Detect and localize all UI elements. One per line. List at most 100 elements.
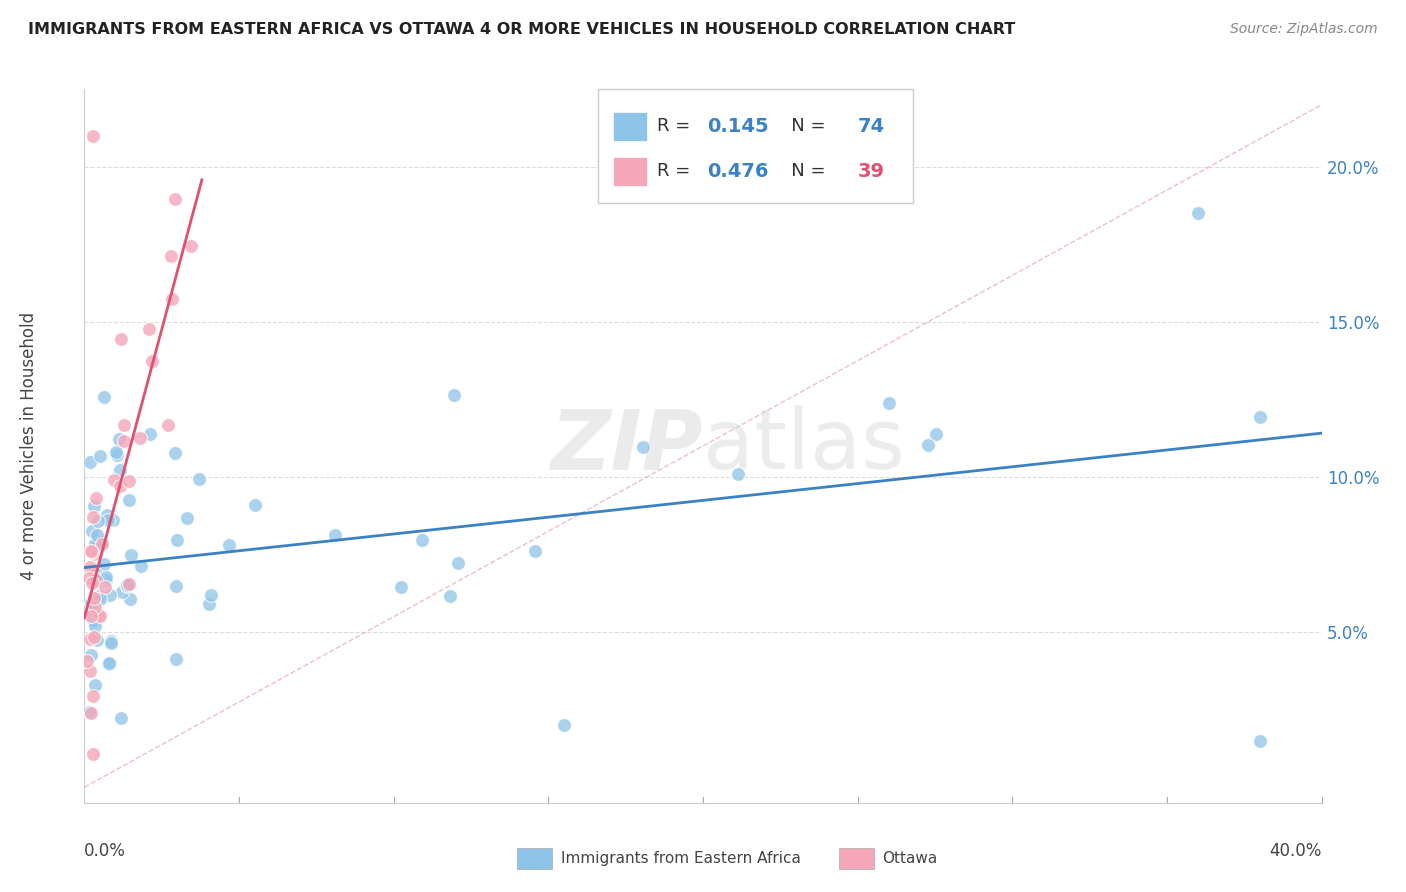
Point <box>118 474 141 488</box>
FancyBboxPatch shape <box>517 847 553 869</box>
Point <box>100 633 122 648</box>
Point <box>89 592 111 607</box>
Point <box>112 417 135 432</box>
Point <box>96 508 118 522</box>
Point <box>1249 410 1271 425</box>
Point <box>86 541 108 555</box>
Text: ZIP: ZIP <box>550 406 703 486</box>
Point <box>83 631 105 645</box>
Point <box>80 524 103 539</box>
Point <box>157 417 180 432</box>
Point <box>323 527 346 541</box>
Point <box>83 591 105 605</box>
Point <box>245 498 267 512</box>
Point <box>110 333 132 347</box>
Point <box>79 455 101 469</box>
Point <box>523 544 546 558</box>
FancyBboxPatch shape <box>839 847 873 869</box>
Point <box>631 440 654 454</box>
Text: N =: N = <box>773 162 831 180</box>
Point <box>447 556 470 570</box>
Point <box>79 559 101 574</box>
Text: Immigrants from Eastern Africa: Immigrants from Eastern Africa <box>561 851 800 866</box>
Text: 0.145: 0.145 <box>707 117 768 136</box>
Point <box>93 580 115 594</box>
Point <box>188 472 211 486</box>
Point <box>97 513 120 527</box>
Point <box>115 578 138 592</box>
Point <box>89 450 111 464</box>
Point <box>98 657 121 672</box>
Text: Source: ZipAtlas.com: Source: ZipAtlas.com <box>1230 22 1378 37</box>
Point <box>165 446 187 460</box>
Point <box>129 559 152 574</box>
Point <box>84 678 107 692</box>
Text: R =: R = <box>657 118 696 136</box>
Point <box>138 322 160 336</box>
Point <box>141 354 163 368</box>
Point <box>84 599 107 614</box>
Text: Ottawa: Ottawa <box>883 851 938 866</box>
Point <box>166 533 188 548</box>
Point <box>112 434 135 449</box>
Text: 39: 39 <box>858 161 884 181</box>
Point <box>94 569 117 583</box>
Point <box>98 657 121 671</box>
Point <box>411 533 433 547</box>
Point <box>76 654 98 668</box>
Point <box>879 396 901 410</box>
Point <box>84 573 107 587</box>
Point <box>166 579 188 593</box>
Point <box>107 432 129 446</box>
Point <box>86 633 108 648</box>
Point <box>111 585 134 599</box>
Point <box>1249 733 1271 747</box>
Point <box>162 292 184 306</box>
Point <box>79 664 101 678</box>
Point <box>925 427 948 442</box>
Point <box>82 603 104 617</box>
Point <box>79 706 101 721</box>
Point <box>128 431 150 445</box>
Point <box>80 575 103 590</box>
Point <box>87 589 110 603</box>
Point <box>77 570 100 584</box>
Point <box>77 705 100 719</box>
Text: 40.0%: 40.0% <box>1270 842 1322 860</box>
Point <box>117 577 139 591</box>
Text: atlas: atlas <box>703 406 904 486</box>
FancyBboxPatch shape <box>613 112 647 141</box>
Text: 0.0%: 0.0% <box>84 842 127 860</box>
Point <box>103 473 125 487</box>
Point <box>89 608 111 623</box>
Point <box>86 528 108 542</box>
Point <box>90 537 112 551</box>
Text: 74: 74 <box>858 117 884 136</box>
Point <box>79 609 101 624</box>
Point <box>82 128 104 143</box>
Point <box>84 537 107 551</box>
Point <box>82 510 104 524</box>
Point <box>100 636 122 650</box>
Point <box>87 607 110 622</box>
FancyBboxPatch shape <box>598 89 914 203</box>
Text: 0.476: 0.476 <box>707 161 768 181</box>
Point <box>200 588 222 602</box>
Point <box>79 648 101 663</box>
FancyBboxPatch shape <box>613 157 647 186</box>
Point <box>86 533 108 548</box>
Point <box>83 499 105 513</box>
Point <box>93 390 115 404</box>
Point <box>108 479 131 493</box>
Point <box>439 590 461 604</box>
Point <box>1187 206 1209 220</box>
Point <box>84 491 107 505</box>
Point <box>87 514 110 528</box>
Point <box>176 511 198 525</box>
Point <box>82 747 104 762</box>
Point <box>84 567 107 582</box>
Point <box>90 535 112 549</box>
Point <box>165 652 187 666</box>
Point <box>118 592 141 607</box>
Point <box>98 588 121 602</box>
